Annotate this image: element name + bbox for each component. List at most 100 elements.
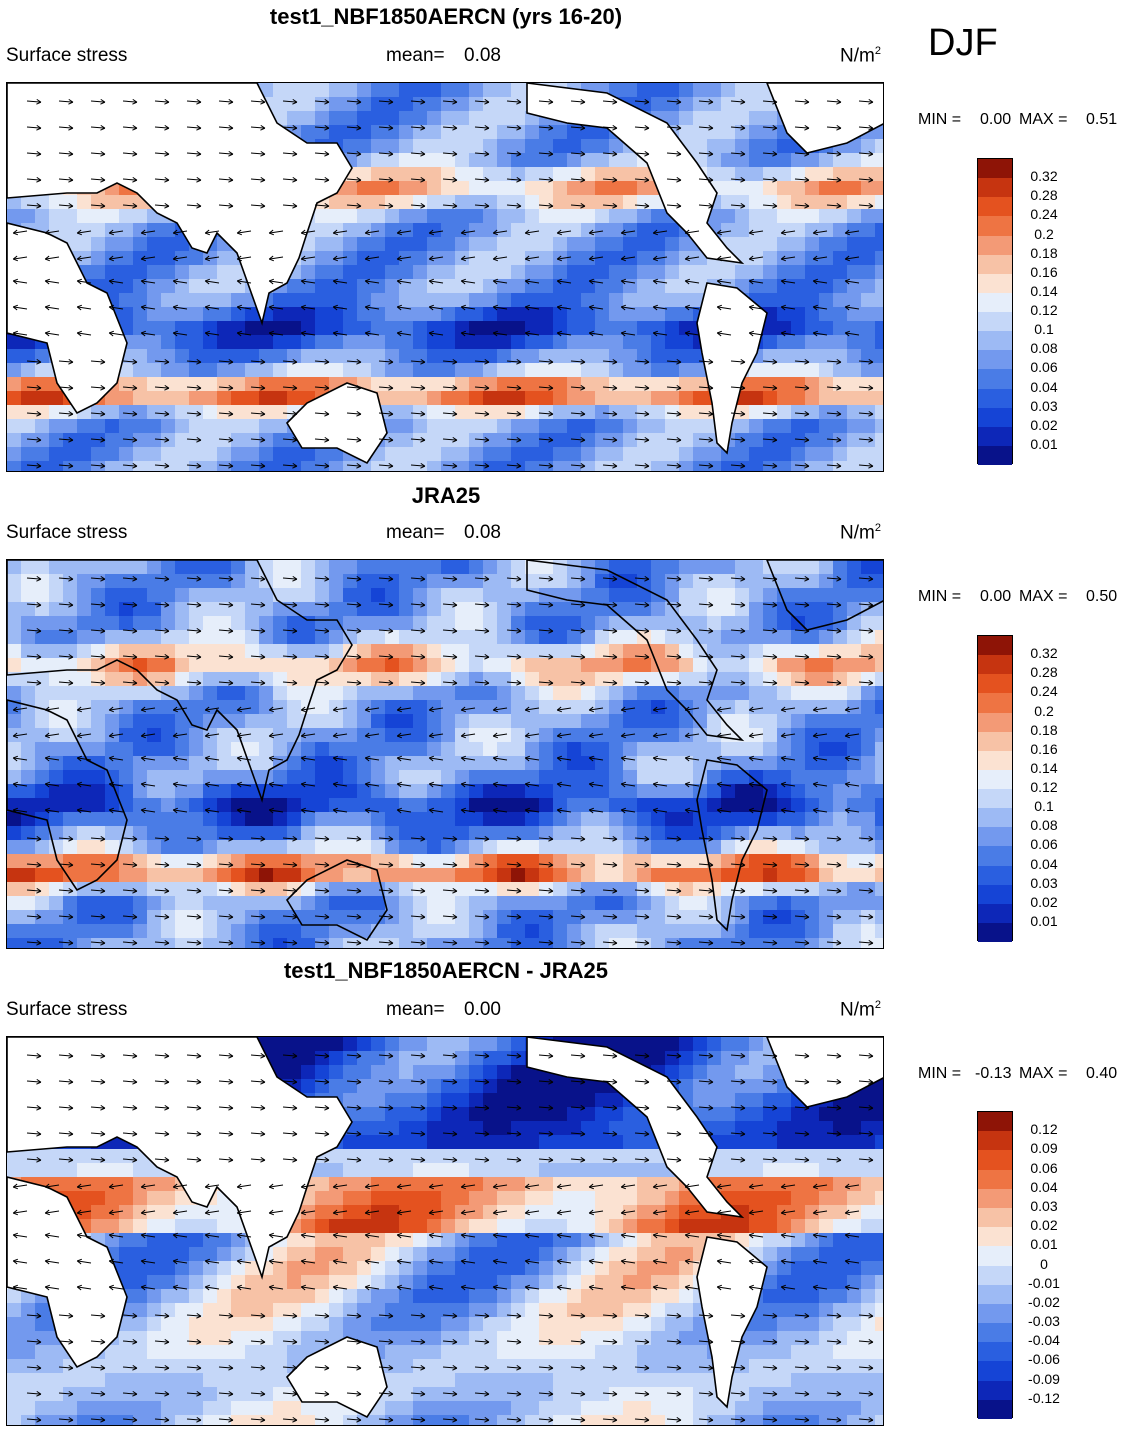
field-cell [357,924,372,939]
field-cell [623,868,638,883]
field-cell [189,391,204,406]
field-cell [357,223,372,238]
field-cell [413,924,428,939]
field-cell [175,433,190,448]
field-cell [553,1107,568,1122]
field-cell [371,588,386,603]
field-cell [133,433,148,448]
field-cell [539,896,554,911]
field-cell [721,700,736,715]
stress-vector [652,255,668,262]
stress-vector [492,330,508,337]
field-cell [147,700,162,715]
field-cell [413,616,428,631]
field-cell [441,658,456,673]
stress-vector [76,781,92,788]
stress-vector [108,755,124,762]
field-cell [455,588,470,603]
field-cell [371,1135,386,1150]
field-cell [371,728,386,743]
field-cell [875,181,883,196]
field-cell [875,812,883,827]
field-cell [315,307,330,322]
field-cell [161,377,176,392]
field-cell [749,700,764,715]
stress-vector [186,150,202,157]
field-cell [581,223,596,238]
field-cell [455,307,470,322]
field-cell [371,363,386,378]
field-cell [567,391,582,406]
field-cell [553,742,568,757]
colorbar-swatch [978,731,1012,751]
field-cell [385,588,400,603]
field-cell [91,714,106,729]
stress-vector [812,706,828,713]
field-cell [693,139,708,154]
field-cell [581,686,596,701]
field-cell [497,924,512,939]
field-cell [623,1121,638,1136]
stress-vector [154,124,170,131]
field-cell [427,910,442,925]
field-cell [133,686,148,701]
field-cell [469,125,484,140]
field-cell [329,447,344,462]
field-cell [245,868,260,883]
field-cell [133,728,148,743]
stress-vector [794,887,810,894]
field-cell [161,588,176,603]
stress-vector [620,278,636,285]
field-cell [63,756,78,771]
field-cell [371,97,386,112]
panel-3-units: N/m2 [840,999,881,1021]
field-cell [21,728,36,743]
field-cell [399,784,414,799]
field-cell [511,868,526,883]
field-cell [413,658,428,673]
field-cell [133,882,148,897]
stress-vector [314,358,330,365]
field-cell [567,195,582,210]
field-cell [63,742,78,757]
stress-vector [410,410,426,417]
field-cell [623,321,638,336]
field-cell [217,882,232,897]
field-cell [553,363,568,378]
field-cell [791,153,806,168]
field-cell [259,826,274,841]
field-cell [567,574,582,589]
field-cell [399,139,414,154]
stress-vector [730,939,746,946]
field-cell [763,307,778,322]
field-cell [49,209,64,224]
field-cell [833,658,848,673]
field-cell [385,97,400,112]
field-cell [567,938,582,948]
field-cell [875,265,883,280]
field-cell [595,560,610,575]
stress-vector [396,278,412,285]
field-cell [105,391,120,406]
field-cell [399,868,414,883]
stress-vector [634,150,650,157]
field-cell [763,139,778,154]
field-cell [679,924,694,939]
stress-vector [186,410,202,417]
field-cell [637,840,652,855]
field-cell [119,405,134,420]
field-cell [735,714,750,729]
stress-vector [474,653,490,660]
stress-vector [204,807,220,814]
field-cell [469,1037,484,1052]
field-cell [707,125,722,140]
field-cell [259,644,274,659]
field-cell [357,111,372,126]
stress-vector [780,706,796,713]
field-cell [343,812,358,827]
field-cell [49,391,64,406]
field-cell [497,377,512,392]
field-cell [749,83,764,98]
field-cell [651,574,666,589]
field-cell [231,630,246,645]
